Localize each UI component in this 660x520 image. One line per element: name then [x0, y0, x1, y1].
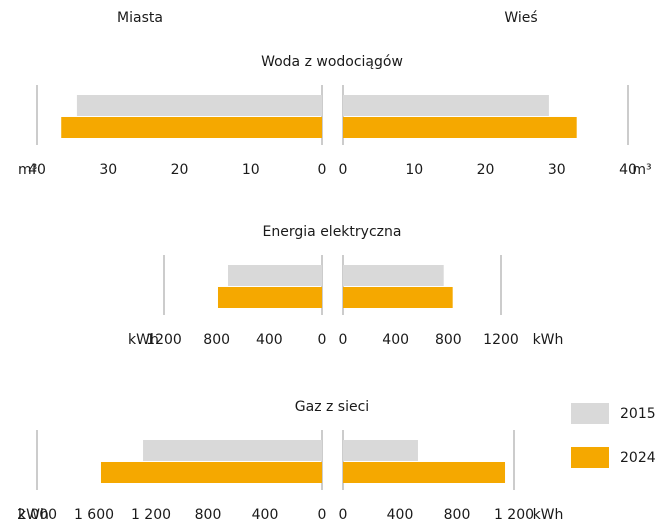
- tick-label: 1200: [483, 332, 519, 348]
- bar: [343, 95, 549, 116]
- legend-label: 2015: [620, 406, 656, 422]
- tick-label: 400: [387, 507, 414, 520]
- tick-label: 10: [405, 162, 423, 178]
- tick-label: 1200: [146, 332, 182, 348]
- bar: [143, 440, 322, 461]
- tick-label: 1 200: [494, 507, 534, 520]
- tick-label: 20: [477, 162, 495, 178]
- tick-label: 0: [318, 162, 327, 178]
- tick-label: 400: [382, 332, 409, 348]
- bar: [217, 287, 322, 308]
- tick-label: 1 600: [74, 507, 114, 520]
- tick-label: 2 000: [17, 507, 57, 520]
- legend-swatch: [571, 403, 609, 424]
- panel-title: Woda z wodociągów: [261, 54, 403, 70]
- bar: [100, 462, 322, 483]
- tick-label: 40: [619, 162, 637, 178]
- panel-title: Energia elektryczna: [263, 224, 402, 240]
- tick-label: 800: [195, 507, 222, 520]
- bar: [76, 95, 323, 116]
- tick-label: 1 200: [131, 507, 171, 520]
- tick-label: 0: [339, 332, 348, 348]
- tick-label: 20: [171, 162, 189, 178]
- tick-label: 30: [548, 162, 566, 178]
- unit-label: kWh: [18, 507, 49, 520]
- unit-label: kWh: [128, 332, 159, 348]
- tick-label: 0: [339, 162, 348, 178]
- tick-label: 0: [318, 332, 327, 348]
- unit-label: m³: [632, 162, 651, 178]
- legend-label: 2024: [620, 450, 656, 466]
- unit-label: kWh: [533, 507, 564, 520]
- bar: [343, 265, 444, 286]
- tick-label: 30: [99, 162, 117, 178]
- panel-title: Gaz z sieci: [295, 399, 369, 415]
- bar: [61, 117, 322, 138]
- column-header: Wieś: [504, 10, 537, 26]
- column-header: Miasta: [117, 10, 163, 26]
- tick-label: 800: [444, 507, 471, 520]
- tick-label: 400: [252, 507, 279, 520]
- bar: [343, 117, 577, 138]
- unit-label: m³: [18, 162, 37, 178]
- tick-label: 0: [318, 507, 327, 520]
- tick-label: 0: [339, 507, 348, 520]
- bar: [343, 440, 418, 461]
- legend-swatch: [571, 447, 609, 468]
- tick-label: 400: [256, 332, 283, 348]
- tick-label: 10: [242, 162, 260, 178]
- bar: [227, 265, 322, 286]
- unit-label: kWh: [533, 332, 564, 348]
- bar: [343, 462, 506, 483]
- tick-label: 800: [203, 332, 230, 348]
- bar: [343, 287, 453, 308]
- tick-label: 40: [28, 162, 46, 178]
- tick-label: 800: [435, 332, 462, 348]
